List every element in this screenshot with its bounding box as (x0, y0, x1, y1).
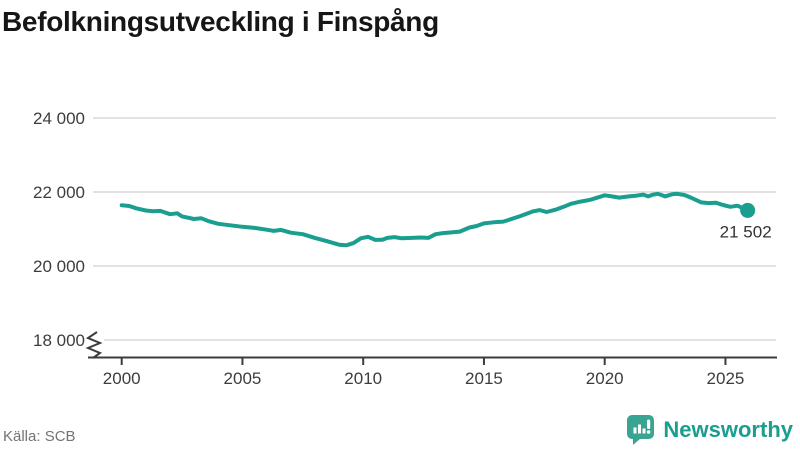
y-tick-label: 24 000 (33, 109, 85, 128)
newsworthy-logo: Newsworthy (626, 413, 793, 447)
brand-name: Newsworthy (663, 417, 793, 442)
y-tick-label: 18 000 (33, 331, 85, 350)
x-tick-label: 2010 (344, 369, 382, 388)
exclamation-bar (647, 419, 651, 429)
x-tick-label: 2005 (224, 369, 262, 388)
x-tick-label: 2000 (103, 369, 141, 388)
y-tick-label: 22 000 (33, 183, 85, 202)
x-tick-label: 2025 (707, 369, 745, 388)
exclamation-dot (647, 430, 651, 434)
source-note: Källa: SCB (3, 428, 76, 445)
page-title: Befolkningsutveckling i Finspång (2, 6, 439, 37)
axis-break-icon (85, 331, 103, 359)
latest-value-dot (740, 202, 756, 218)
bar-3 (642, 428, 646, 434)
y-tick-label: 20 000 (33, 257, 85, 276)
population-line (119, 191, 750, 248)
bar-2 (638, 424, 642, 434)
bar-chart-speech-bubble-icon (627, 415, 655, 445)
x-tick-label: 2020 (586, 369, 624, 388)
x-tick-label: 2015 (465, 369, 503, 388)
latest-value-label: 21 502 (720, 222, 772, 241)
bar-1 (633, 427, 637, 434)
